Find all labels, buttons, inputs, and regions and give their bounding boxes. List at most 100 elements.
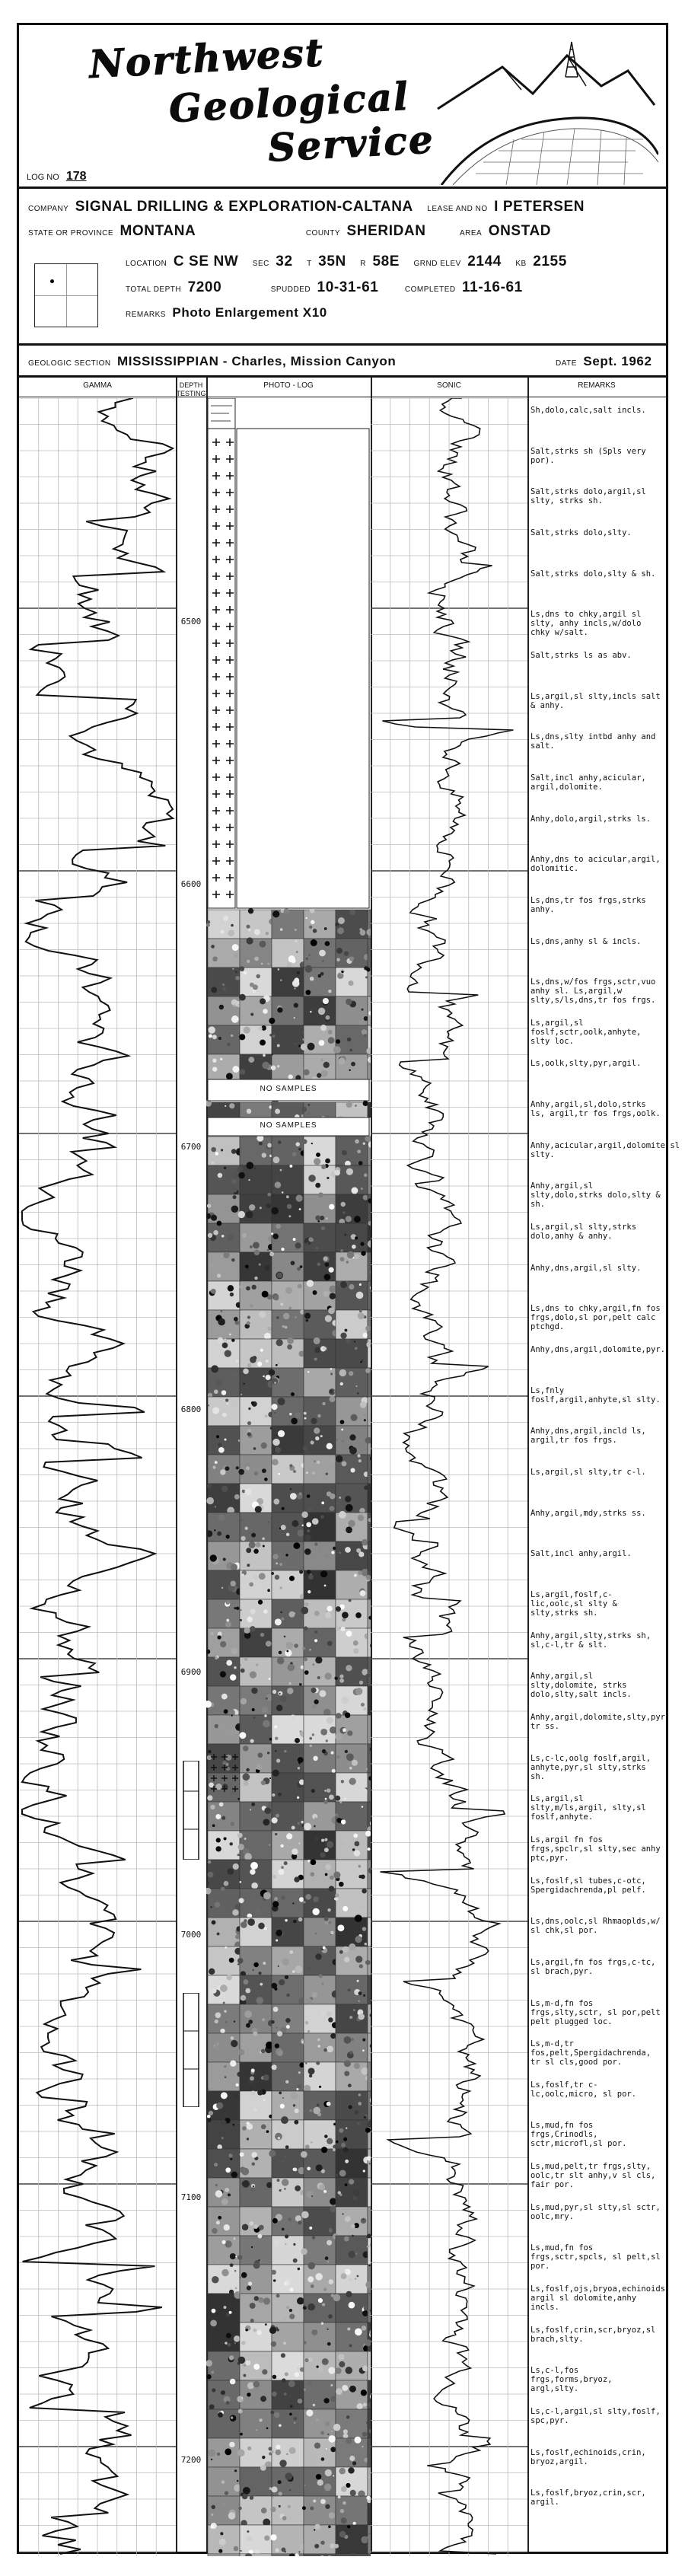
dst-interval-marker	[183, 1761, 199, 1860]
remark-entry: Anhy,dns,argil,sl slty.	[530, 1264, 642, 1273]
sonic-track	[371, 398, 527, 2556]
remark-entry: Ls,mud,pelt,tr frgs,slty, oolc,tr slt an…	[530, 2162, 656, 2189]
lease-label: LEASE AND NO	[427, 205, 488, 213]
remark-entry: Ls,mud,fn fos frgs,sctr,spcls, sl pelt,s…	[530, 2243, 661, 2271]
testing-header-label: TESTING	[176, 390, 206, 397]
remark-entry: Anhy,acicular,argil,dolomite,sl slty.	[530, 1141, 680, 1159]
remark-entry: Anhy,dns,argil,dolomite,pyr.	[530, 1345, 666, 1354]
remark-entry: Salt,strks dolo,argil,sl slty, strks sh.	[530, 487, 646, 505]
remark-entry: Ls,foslf,ojs,bryoa,echinoids, argil sl d…	[530, 2284, 671, 2312]
divider	[19, 187, 666, 189]
area-label: AREA	[460, 229, 483, 238]
gamma-curve	[19, 398, 176, 2556]
depth-tick-label: 7100	[180, 2192, 202, 2202]
remark-entry: Ls,dns to chky,argil sl slty, anhy incls…	[530, 610, 642, 637]
company-label: COMPANY	[28, 205, 69, 213]
remark-entry: Ls,c-lc,oolg foslf,argil, anhyte,pyr,sl …	[530, 1754, 652, 1781]
rng-label: R	[360, 260, 366, 268]
remark-entry: Anhy,argil,slty,strks sh, sl,c-l,tr & sl…	[530, 1631, 652, 1650]
location-plat	[34, 263, 98, 327]
kb-value: 2155	[533, 253, 567, 269]
divider	[19, 375, 666, 378]
state-value: MONTANA	[119, 223, 196, 239]
twp-label: T	[307, 260, 312, 268]
remark-entry: Ls,foslf,echinoids,crin, bryoz,argil.	[530, 2448, 646, 2466]
completed-value: 11-16-61	[462, 279, 523, 295]
geologic-section-label: GEOLOGIC SECTION	[28, 359, 111, 368]
remark-entry: Salt,strks ls as abv.	[530, 651, 632, 660]
well-location-dot	[50, 279, 54, 283]
gamma-track	[19, 398, 176, 2556]
total-depth-label: TOTAL DEPTH	[126, 285, 182, 294]
completed-label: COMPLETED	[404, 285, 456, 294]
no-samples-label: NO SAMPLES	[260, 1121, 317, 1130]
remarks-header-row: REMARKS Photo Enlargement X10	[126, 305, 338, 320]
county-label: COUNTY	[305, 229, 341, 238]
remark-entry: Salt,incl anhy,acicular, argil,dolomite.	[530, 773, 646, 792]
state-row: STATE OR PROVINCE MONTANA COUNTY SHERIDA…	[28, 223, 562, 240]
remark-entry: Ls,dns,slty intbd anhy and salt.	[530, 732, 656, 751]
location-label: LOCATION	[126, 260, 167, 268]
sec-value: 32	[276, 253, 293, 269]
spudded-value: 10-31-61	[317, 279, 379, 295]
county-value: SHERIDAN	[346, 223, 426, 239]
company-value: SIGNAL DRILLING & EXPLORATION-CALTANA	[75, 199, 413, 215]
remark-entry: Anhy,argil,mdy,strks ss.	[530, 1509, 646, 1518]
remark-entry: Ls,dns,anhy sl & incls.	[530, 937, 642, 946]
remark-entry: Anhy,argil,sl slty,dolo,strks dolo,slty …	[530, 1181, 661, 1209]
column-divider	[371, 377, 372, 2552]
brand-line-1: Northwest	[88, 29, 326, 88]
depth-tick-label: 7200	[180, 2455, 202, 2465]
location-row: LOCATION C SE NW SEC 32 T 35N R 58E GRND…	[126, 253, 578, 270]
remark-entry: Salt,strks dolo,slty & sh.	[530, 569, 656, 579]
remarks-track: Sh,dolo,calc,salt incls. Salt,strks sh (S…	[19, 398, 680, 2556]
remark-entry: Ls,argil fn fos frgs,spclr,sl slty,sec a…	[530, 1835, 661, 1863]
remark-entry: Salt,strks dolo,slty.	[530, 528, 632, 537]
geologic-section-value: MISSISSIPPIAN - Charles, Mission Canyon	[117, 354, 397, 368]
depth-row: TOTAL DEPTH 7200 SPUDDED 10-31-61 COMPLE…	[126, 279, 534, 296]
remark-entry: Ls,dns to chky,argil,fn fos frgs,dolo,sl…	[530, 1304, 661, 1331]
total-depth-value: 7200	[187, 279, 222, 295]
remark-entry: Ls,argil,sl slty,m/ls,argil, slty,sl fos…	[530, 1794, 646, 1822]
remark-entry: Sh,dolo,calc,salt incls.	[530, 406, 646, 415]
remark-entry: Ls,mud,fn fos frgs,Crinodls, sctr,microf…	[530, 2121, 627, 2148]
remark-entry: Ls,dns,tr fos frgs,strks anhy.	[530, 896, 646, 914]
remark-entry: Ls,foslf,bryoz,crin,scr, argil.	[530, 2488, 646, 2507]
date-row: DATE Sept. 1962	[556, 354, 663, 369]
remark-entry: Ls,argil,sl slty,incls salt & anhy.	[530, 692, 661, 710]
date-value: Sept. 1962	[583, 354, 652, 368]
remark-entry: Ls,m-d,fn fos frgs,slty,sctr, sl por,pel…	[530, 1999, 661, 2026]
sonic-header: SONIC	[437, 381, 461, 390]
remark-entry: Ls,argil,sl slty,tr c-l.	[530, 1468, 646, 1477]
depth-track: 6500 6600 6700 6800 6900 7000 7100 7200	[176, 398, 206, 2556]
remark-entry: Ls,c-l,argil,sl slty,foslf, spc,pyr.	[530, 2407, 661, 2425]
divider	[19, 343, 666, 346]
company-brand: Northwest Geological Service	[51, 29, 435, 171]
remark-entry: Ls,fnly foslf,argil,anhyte,sl slty.	[530, 1386, 661, 1404]
rng-value: 58E	[372, 253, 400, 269]
remark-entry: Ls,argil,sl slty,strks dolo,anhy & anhy.	[530, 1223, 637, 1241]
remarks-header-value: Photo Enlargement X10	[172, 305, 327, 320]
remark-entry: Anhy,argil,sl slty,dolomite, strks dolo,…	[530, 1672, 632, 1699]
dst-interval-marker	[183, 1993, 199, 2107]
remark-entry: Ls,mud,pyr,sl slty,sl sctr, oolc,mry.	[530, 2203, 661, 2221]
remark-entry: Anhy,dns,argil,incld ls, argil,tr fos fr…	[530, 1427, 646, 1445]
remarks-header-label: REMARKS	[126, 311, 166, 319]
depth-tick-label: 6600	[180, 879, 202, 889]
no-samples-label: NO SAMPLES	[260, 1085, 317, 1093]
log-sheet: Northwest Geological Service LOG NO 178 …	[17, 23, 680, 2556]
log-number-label: LOG NO	[27, 173, 59, 182]
column-divider	[206, 377, 208, 2552]
company-row: COMPANY SIGNAL DRILLING & EXPLORATION-CA…	[28, 199, 595, 215]
grnd-elev-label: GRND ELEV	[413, 260, 461, 268]
rig-mountain-emblem	[437, 41, 658, 185]
area-value: ONSTAD	[488, 223, 552, 239]
depth-header-label: DEPTH	[179, 381, 203, 389]
location-value: C SE NW	[173, 253, 239, 269]
grnd-elev-value: 2144	[467, 253, 502, 269]
depth-header: DEPTH TESTING	[176, 381, 206, 398]
sec-label: SEC	[252, 260, 269, 268]
remark-entry: Ls,foslf,sl tubes,c-otc, Spergidachrenda…	[530, 1876, 646, 1895]
remark-entry: Ls,dns,oolc,sl Rhmaoplds,w/ sl chk,sl po…	[530, 1917, 661, 1935]
kb-label: KB	[515, 260, 527, 268]
